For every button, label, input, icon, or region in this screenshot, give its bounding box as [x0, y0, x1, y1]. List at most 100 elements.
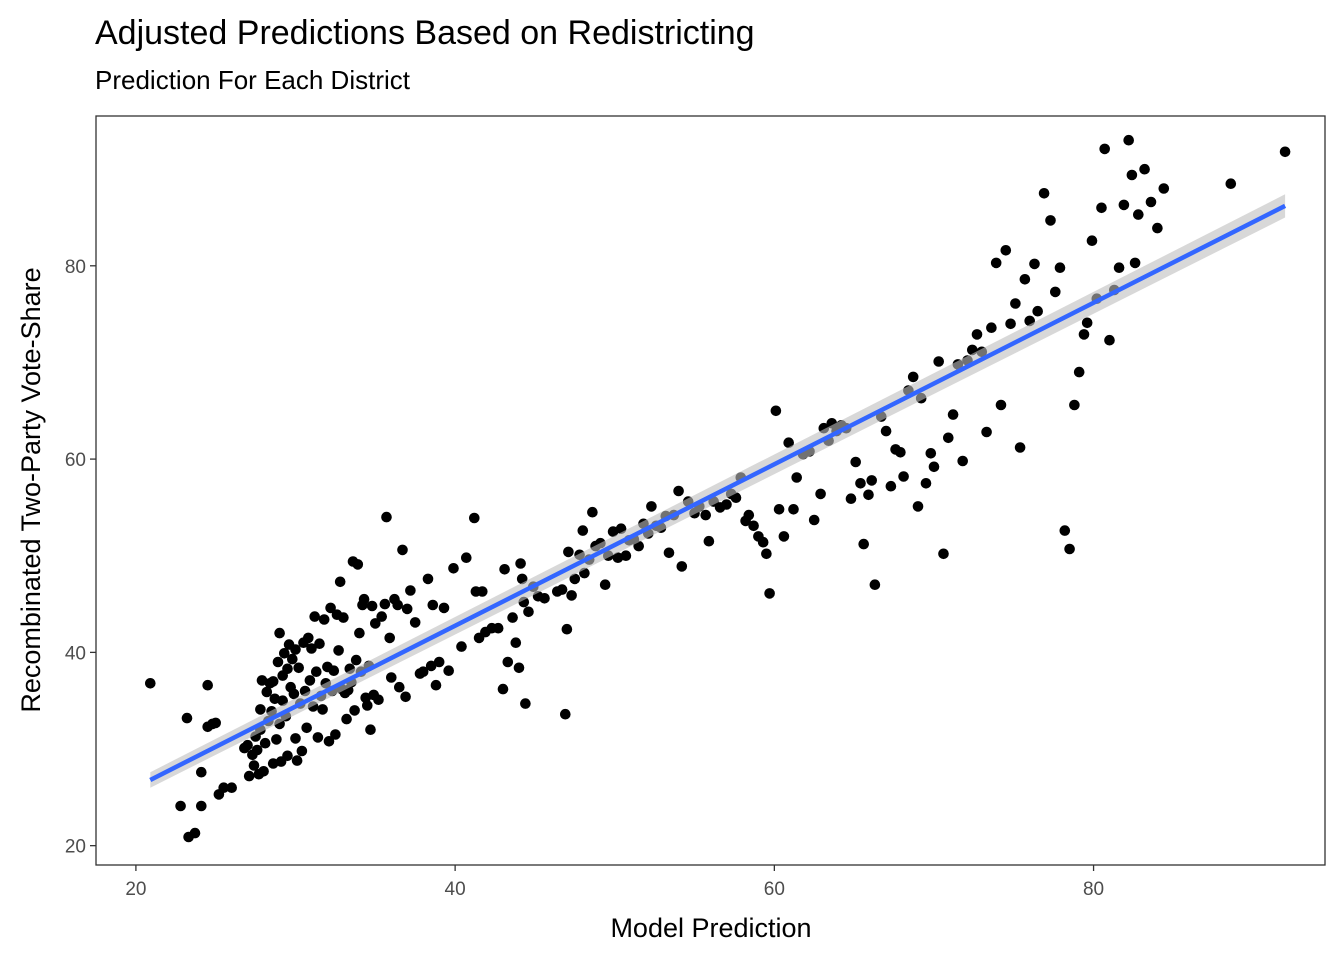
data-point [274, 627, 285, 639]
data-point [885, 480, 897, 492]
data-point [290, 644, 301, 655]
data-point [1014, 442, 1026, 453]
data-point [1069, 399, 1080, 411]
data-point [218, 782, 229, 793]
data-point [502, 656, 514, 668]
data-point [400, 691, 411, 703]
data-point [243, 770, 255, 782]
data-point [971, 329, 983, 340]
data-point [1158, 183, 1170, 194]
data-point [620, 550, 632, 561]
data-point [1096, 202, 1107, 214]
data-point [1000, 245, 1012, 256]
data-point [381, 511, 392, 523]
data-point [397, 544, 408, 556]
data-point [373, 694, 384, 705]
data-point [1118, 199, 1130, 211]
data-point [898, 471, 909, 482]
data-point [256, 675, 268, 686]
y-tick-label: 60 [65, 450, 86, 471]
data-point [646, 501, 657, 512]
data-point [788, 504, 799, 515]
data-point [443, 665, 455, 676]
data-point [425, 660, 437, 672]
data-point [461, 552, 472, 563]
data-point [773, 504, 785, 515]
data-point [370, 618, 381, 629]
data-point [1081, 317, 1093, 329]
data-point [510, 637, 522, 648]
data-point [1123, 134, 1134, 146]
data-point [242, 739, 253, 751]
data-point [556, 584, 568, 595]
data-point [328, 665, 340, 676]
data-point [925, 448, 937, 459]
data-point [394, 681, 405, 693]
data-point [261, 686, 273, 698]
data-point [855, 478, 866, 489]
data-point [255, 704, 266, 715]
x-axis: 20 40 60 80 [125, 865, 1104, 900]
data-point [196, 766, 207, 778]
data-point [513, 662, 525, 674]
data-point [1104, 334, 1115, 346]
data-point [1045, 215, 1056, 226]
data-point [561, 623, 573, 635]
data-point [1086, 235, 1098, 246]
data-point [251, 744, 263, 756]
data-point [384, 632, 396, 644]
data-point [599, 579, 611, 590]
data-point [938, 548, 949, 560]
data-point [730, 492, 742, 504]
data-point [317, 704, 328, 715]
data-point [333, 645, 344, 656]
data-point [563, 546, 574, 558]
data-point [477, 586, 488, 597]
y-axis-title: Recombinated Two-Party Vote-Share [16, 267, 46, 712]
data-point [845, 493, 857, 505]
data-point [379, 598, 391, 610]
data-point [311, 666, 322, 677]
data-point [1225, 178, 1237, 189]
data-point [376, 611, 388, 622]
data-point [1078, 329, 1090, 340]
data-point [392, 599, 404, 611]
data-point [318, 614, 330, 625]
data-point [920, 478, 932, 489]
data-point [947, 409, 959, 420]
data-point [279, 648, 290, 659]
data-point [338, 612, 349, 623]
data-point [757, 536, 769, 548]
x-tick-label: 20 [125, 879, 146, 900]
data-point [401, 603, 413, 615]
data-point [520, 698, 531, 709]
data-point [880, 425, 892, 437]
data-point [673, 485, 684, 497]
data-point [282, 663, 293, 675]
data-point [189, 827, 201, 839]
data-point [743, 509, 755, 521]
data-point [304, 675, 316, 686]
data-point [358, 593, 370, 605]
data-point [869, 579, 881, 590]
data-point [933, 356, 944, 367]
data-point [1059, 525, 1071, 536]
data-point [196, 800, 207, 812]
data-point [469, 512, 480, 524]
data-point [1054, 262, 1066, 274]
data-point [309, 611, 321, 622]
data-point [277, 695, 289, 706]
x-tick-label: 40 [445, 879, 466, 900]
data-point [1139, 163, 1150, 175]
data-point [287, 653, 298, 665]
data-point [1152, 222, 1163, 234]
data-point [430, 679, 442, 691]
data-point [386, 672, 397, 683]
data-point [267, 676, 279, 687]
data-point [778, 531, 790, 542]
data-point [791, 472, 802, 483]
data-point [995, 399, 1007, 411]
data-point [1113, 262, 1125, 274]
data-point [850, 456, 861, 468]
data-point [323, 736, 335, 747]
